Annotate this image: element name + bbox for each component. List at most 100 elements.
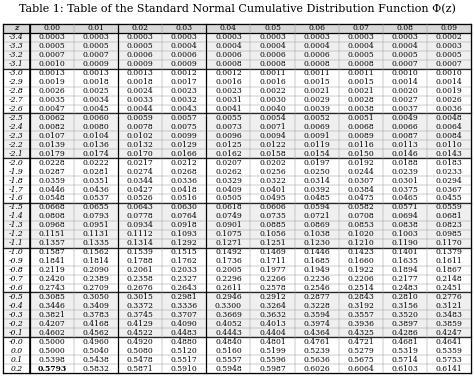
Text: 0.0359: 0.0359 <box>38 177 65 185</box>
Text: 0.0099: 0.0099 <box>171 132 198 140</box>
Text: 0.5438: 0.5438 <box>82 356 109 363</box>
Text: -3.2: -3.2 <box>9 51 24 60</box>
Text: 0.2389: 0.2389 <box>82 275 109 283</box>
Bar <box>3 364 471 373</box>
Text: 0.2611: 0.2611 <box>215 284 242 292</box>
Bar <box>3 301 471 310</box>
Text: 0.0344: 0.0344 <box>127 177 154 185</box>
Text: 0.4562: 0.4562 <box>83 329 109 337</box>
Text: -0.9: -0.9 <box>9 257 24 265</box>
Text: 0.3557: 0.3557 <box>347 311 374 319</box>
Text: 0.0233: 0.0233 <box>436 168 463 175</box>
Text: 0.0071: 0.0071 <box>259 123 286 131</box>
Text: -0.0: -0.0 <box>9 338 24 346</box>
Text: 0.0018: 0.0018 <box>83 78 109 86</box>
Text: 0.0735: 0.0735 <box>259 212 286 221</box>
Text: 0.0212: 0.0212 <box>171 159 198 167</box>
Text: 0.2676: 0.2676 <box>127 284 154 292</box>
Text: 0.1660: 0.1660 <box>347 257 374 265</box>
Bar <box>3 69 471 78</box>
Text: -1.6: -1.6 <box>9 194 24 202</box>
Text: 0.3520: 0.3520 <box>392 311 418 319</box>
Text: 0.1922: 0.1922 <box>347 266 374 274</box>
Text: 0.0009: 0.0009 <box>83 60 109 68</box>
Text: 0.0146: 0.0146 <box>392 150 418 158</box>
Text: 0.0052: 0.0052 <box>303 114 330 122</box>
Text: 0.4801: 0.4801 <box>259 338 286 346</box>
Text: 0.5000: 0.5000 <box>39 347 65 355</box>
Text: 0.1093: 0.1093 <box>171 230 198 238</box>
Text: 0.0217: 0.0217 <box>127 159 154 167</box>
Text: 0.0455: 0.0455 <box>436 194 462 202</box>
Text: 0.1271: 0.1271 <box>215 239 242 247</box>
Text: 0.0013: 0.0013 <box>127 69 154 77</box>
Text: 0.0104: 0.0104 <box>83 132 109 140</box>
Text: 0.5948: 0.5948 <box>215 365 242 373</box>
Text: 0.3745: 0.3745 <box>127 311 154 319</box>
Text: 0.0119: 0.0119 <box>303 141 330 149</box>
Text: 0.09: 0.09 <box>440 25 457 33</box>
Text: 0.1230: 0.1230 <box>303 239 330 247</box>
Text: 0.0003: 0.0003 <box>392 33 418 41</box>
Text: 0.0122: 0.0122 <box>259 141 286 149</box>
Text: 0.1170: 0.1170 <box>436 239 462 247</box>
Bar <box>3 185 471 194</box>
Text: 0.0009: 0.0009 <box>127 60 154 68</box>
Text: z: z <box>14 25 18 33</box>
Bar <box>3 248 471 257</box>
Text: 0.0228: 0.0228 <box>39 159 65 167</box>
Text: -0.4: -0.4 <box>9 302 24 310</box>
Text: 0.1038: 0.1038 <box>303 230 330 238</box>
Text: 0.0158: 0.0158 <box>259 150 286 158</box>
Text: 0.3897: 0.3897 <box>392 320 418 328</box>
Text: 0.0003: 0.0003 <box>171 33 198 41</box>
Text: -1.4: -1.4 <box>9 212 24 221</box>
Text: 0.5871: 0.5871 <box>127 365 154 373</box>
Text: 0.1131: 0.1131 <box>82 230 109 238</box>
Text: 0.5398: 0.5398 <box>38 356 65 363</box>
Bar <box>3 221 471 230</box>
Text: 0.0314: 0.0314 <box>303 177 330 185</box>
Text: 0.5675: 0.5675 <box>347 356 374 363</box>
Text: 0.0059: 0.0059 <box>127 114 154 122</box>
Text: 0.0606: 0.0606 <box>259 204 286 211</box>
Text: -0.7: -0.7 <box>9 275 24 283</box>
Text: 0.0096: 0.0096 <box>215 132 242 140</box>
Text: 0.4443: 0.4443 <box>215 329 242 337</box>
Text: -1.7: -1.7 <box>9 186 24 194</box>
Text: 0.0003: 0.0003 <box>303 33 330 41</box>
Text: 0.0062: 0.0062 <box>39 114 65 122</box>
Bar <box>3 328 471 337</box>
Text: 0.0643: 0.0643 <box>127 204 154 211</box>
Bar <box>3 310 471 319</box>
Text: 0.0094: 0.0094 <box>259 132 286 140</box>
Text: 0.0026: 0.0026 <box>39 87 65 95</box>
Text: 0.1977: 0.1977 <box>259 266 286 274</box>
Text: 0.07: 0.07 <box>352 25 369 33</box>
Text: 0.0401: 0.0401 <box>259 186 286 194</box>
Text: 0.0968: 0.0968 <box>39 221 65 229</box>
Text: 0.0537: 0.0537 <box>82 194 109 202</box>
Text: 0.0179: 0.0179 <box>39 150 65 158</box>
Text: 0.5120: 0.5120 <box>171 347 198 355</box>
Text: 0.6103: 0.6103 <box>392 365 418 373</box>
Text: 0.0853: 0.0853 <box>347 221 374 229</box>
Text: 0.0034: 0.0034 <box>82 96 109 104</box>
Text: 0.5636: 0.5636 <box>303 356 330 363</box>
Text: 0.0005: 0.0005 <box>436 51 462 60</box>
Bar <box>3 337 471 346</box>
Text: 0.4681: 0.4681 <box>392 338 418 346</box>
Text: 0.0823: 0.0823 <box>436 221 463 229</box>
Text: 0.4483: 0.4483 <box>171 329 198 337</box>
Text: 0.1841: 0.1841 <box>39 257 65 265</box>
Text: 0.0154: 0.0154 <box>303 150 330 158</box>
Text: 0.2877: 0.2877 <box>303 293 330 301</box>
Text: 0.0032: 0.0032 <box>171 96 198 104</box>
Text: 0.0139: 0.0139 <box>38 141 65 149</box>
Text: -0.8: -0.8 <box>9 266 24 274</box>
Text: 0.0027: 0.0027 <box>392 96 418 104</box>
Text: 0.0170: 0.0170 <box>127 150 154 158</box>
Text: 0.0329: 0.0329 <box>215 177 242 185</box>
Text: 0.1635: 0.1635 <box>392 257 418 265</box>
Text: 0.0025: 0.0025 <box>83 87 109 95</box>
